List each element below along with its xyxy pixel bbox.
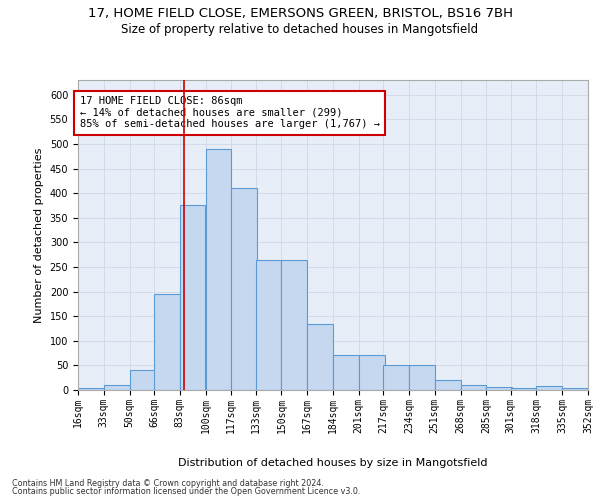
Bar (130, 370, 155, 390)
Text: Distribution of detached houses by size in Mangotsfield: Distribution of detached houses by size … (178, 458, 488, 468)
Bar (511, 388, 536, 390)
Bar (104, 385, 130, 390)
Bar (409, 366, 434, 390)
Bar (536, 386, 562, 390)
Y-axis label: Number of detached properties: Number of detached properties (34, 148, 44, 322)
Bar (562, 388, 588, 390)
Bar (333, 354, 359, 390)
Bar (232, 188, 257, 390)
Bar (205, 149, 232, 390)
Text: 17 HOME FIELD CLOSE: 86sqm
← 14% of detached houses are smaller (299)
85% of sem: 17 HOME FIELD CLOSE: 86sqm ← 14% of deta… (80, 96, 380, 130)
Bar (154, 294, 179, 390)
Text: Contains HM Land Registry data © Crown copyright and database right 2024.: Contains HM Land Registry data © Crown c… (12, 478, 324, 488)
Bar (461, 385, 487, 390)
Bar (434, 380, 461, 390)
Text: Size of property relative to detached houses in Mangotsfield: Size of property relative to detached ho… (121, 22, 479, 36)
Bar (179, 206, 205, 390)
Text: 17, HOME FIELD CLOSE, EMERSONS GREEN, BRISTOL, BS16 7BH: 17, HOME FIELD CLOSE, EMERSONS GREEN, BR… (88, 8, 512, 20)
Bar (281, 260, 307, 390)
Bar (256, 260, 281, 390)
Bar (307, 324, 333, 390)
Bar (359, 354, 385, 390)
Bar (383, 366, 409, 390)
Text: Contains public sector information licensed under the Open Government Licence v3: Contains public sector information licen… (12, 487, 361, 496)
Bar (78, 388, 104, 390)
Bar (487, 386, 512, 390)
